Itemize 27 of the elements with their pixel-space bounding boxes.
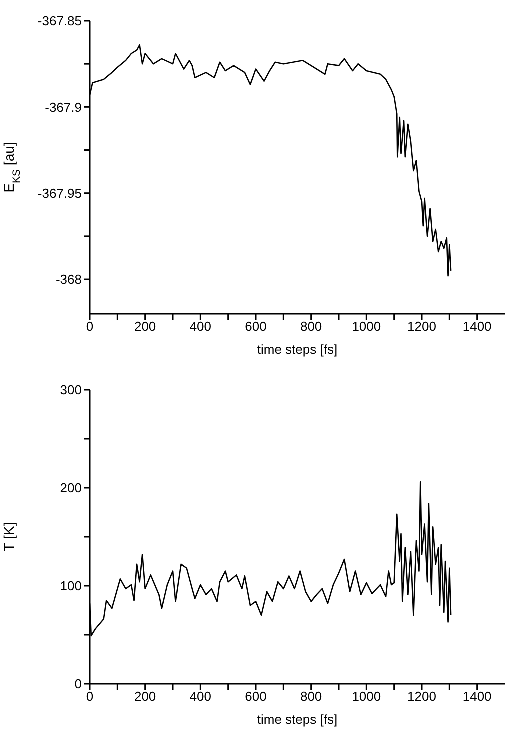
x-tick-label: 1000 bbox=[352, 319, 382, 334]
y-tick-label: -368 bbox=[56, 272, 82, 288]
x-tick-label: 400 bbox=[190, 689, 212, 704]
y-tick-label: 200 bbox=[60, 480, 82, 496]
y-tick-label: -367.9 bbox=[45, 100, 82, 115]
x-tick-label: 1200 bbox=[408, 689, 436, 704]
y-tick-label: -367.85 bbox=[38, 14, 82, 29]
x-tick-label: 1400 bbox=[462, 689, 492, 704]
x-tick-label: 800 bbox=[300, 319, 322, 334]
x-axis-title: time steps [fs] bbox=[257, 712, 338, 727]
x-tick-label: 1000 bbox=[352, 689, 382, 704]
x-tick-label: 0 bbox=[86, 319, 94, 334]
x-tick-label: 1400 bbox=[462, 319, 492, 334]
x-tick-label: 400 bbox=[190, 319, 212, 334]
x-tick-label: 1200 bbox=[408, 319, 436, 334]
y-tick-label: -367.95 bbox=[38, 186, 82, 201]
y-tick-label: 0 bbox=[74, 676, 82, 692]
x-tick-label: 200 bbox=[134, 689, 156, 704]
y-tick-label: 100 bbox=[60, 578, 82, 594]
x-axis-title: time steps [fs] bbox=[257, 342, 338, 357]
x-tick-label: 600 bbox=[245, 319, 267, 334]
x-tick-label: 800 bbox=[300, 689, 322, 704]
x-tick-label: 200 bbox=[134, 319, 156, 334]
y-tick-label: 300 bbox=[60, 382, 82, 398]
x-tick-label: 600 bbox=[245, 689, 267, 704]
x-tick-label: 0 bbox=[86, 689, 94, 704]
y-axis-title: T [K] bbox=[1, 522, 17, 552]
